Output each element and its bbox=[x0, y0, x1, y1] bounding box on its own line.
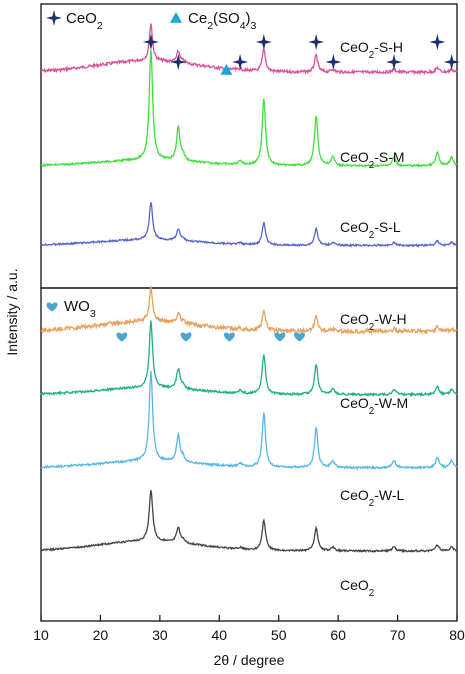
x-tick-label: 80 bbox=[449, 627, 465, 643]
wo3-peak-heart-icon bbox=[180, 332, 192, 342]
series-line bbox=[40, 23, 458, 76]
ceo2-peak-star-icon bbox=[325, 54, 342, 70]
series-line bbox=[40, 49, 458, 168]
wo3-peak-heart-icon bbox=[223, 332, 235, 342]
series-label: CeO2-W-M bbox=[340, 395, 408, 417]
bottom-panel: WO3 CeO2-W-H CeO2-W-M CeO2-W-L CeO2 bbox=[40, 286, 458, 599]
ceo2-peak-star-icon bbox=[429, 34, 446, 50]
ceo2-peak-star-icon bbox=[142, 34, 159, 50]
series-line bbox=[40, 202, 458, 248]
wo3-peak-heart-icon bbox=[116, 332, 128, 342]
ce2so43-peak-triangle-icon bbox=[170, 12, 182, 23]
ceo2-peak-star-icon bbox=[443, 54, 460, 70]
series-line bbox=[40, 370, 458, 471]
bottom-panel-frame bbox=[40, 287, 458, 622]
ce2so43-peak-triangle-icon bbox=[220, 64, 233, 75]
x-tick-label: 70 bbox=[390, 627, 406, 643]
wo3-peak-heart-icon bbox=[274, 332, 286, 342]
series-label: CeO2-W-H bbox=[340, 311, 407, 333]
x-tick-label: 40 bbox=[211, 627, 227, 643]
legend-label: WO3 bbox=[64, 298, 96, 320]
series-label: CeO2-W-L bbox=[340, 487, 405, 509]
series-line bbox=[40, 286, 458, 336]
ceo2-peak-star-icon bbox=[170, 54, 187, 70]
legend-label: Ce2(SO4)3 bbox=[188, 10, 257, 32]
series-line bbox=[40, 320, 458, 398]
x-tick-label: 20 bbox=[93, 627, 109, 643]
x-tick-label: 50 bbox=[271, 627, 287, 643]
series-line bbox=[40, 490, 458, 554]
legend-label: CeO2 bbox=[66, 10, 103, 32]
ceo2-peak-star-icon bbox=[46, 10, 62, 26]
y-axis-label: Intensity / a.u. bbox=[4, 268, 20, 355]
series-label: CeO2 bbox=[340, 577, 374, 599]
x-tick-label: 60 bbox=[330, 627, 346, 643]
wo3-peak-heart-icon bbox=[46, 302, 58, 312]
series-label: CeO2-S-M bbox=[340, 149, 405, 171]
ceo2-peak-star-icon bbox=[308, 34, 325, 50]
wo3-peak-heart-icon bbox=[294, 332, 305, 342]
x-tick-label: 30 bbox=[152, 627, 168, 643]
top-panel: CeO2 Ce2(SO4)3 CeO2-S-H CeO2-S-M CeO2-S-L bbox=[40, 10, 460, 248]
x-tick-label: 10 bbox=[33, 627, 49, 643]
x-axis-label: 2θ / degree bbox=[214, 652, 285, 668]
ceo2-peak-star-icon bbox=[386, 54, 403, 70]
series-label: CeO2-S-L bbox=[340, 219, 401, 241]
ceo2-peak-star-icon bbox=[232, 54, 249, 70]
ceo2-peak-star-icon bbox=[255, 34, 272, 50]
x-axis: 10 20 30 40 50 60 70 80 bbox=[33, 615, 465, 643]
series-label: CeO2-S-H bbox=[340, 39, 403, 61]
